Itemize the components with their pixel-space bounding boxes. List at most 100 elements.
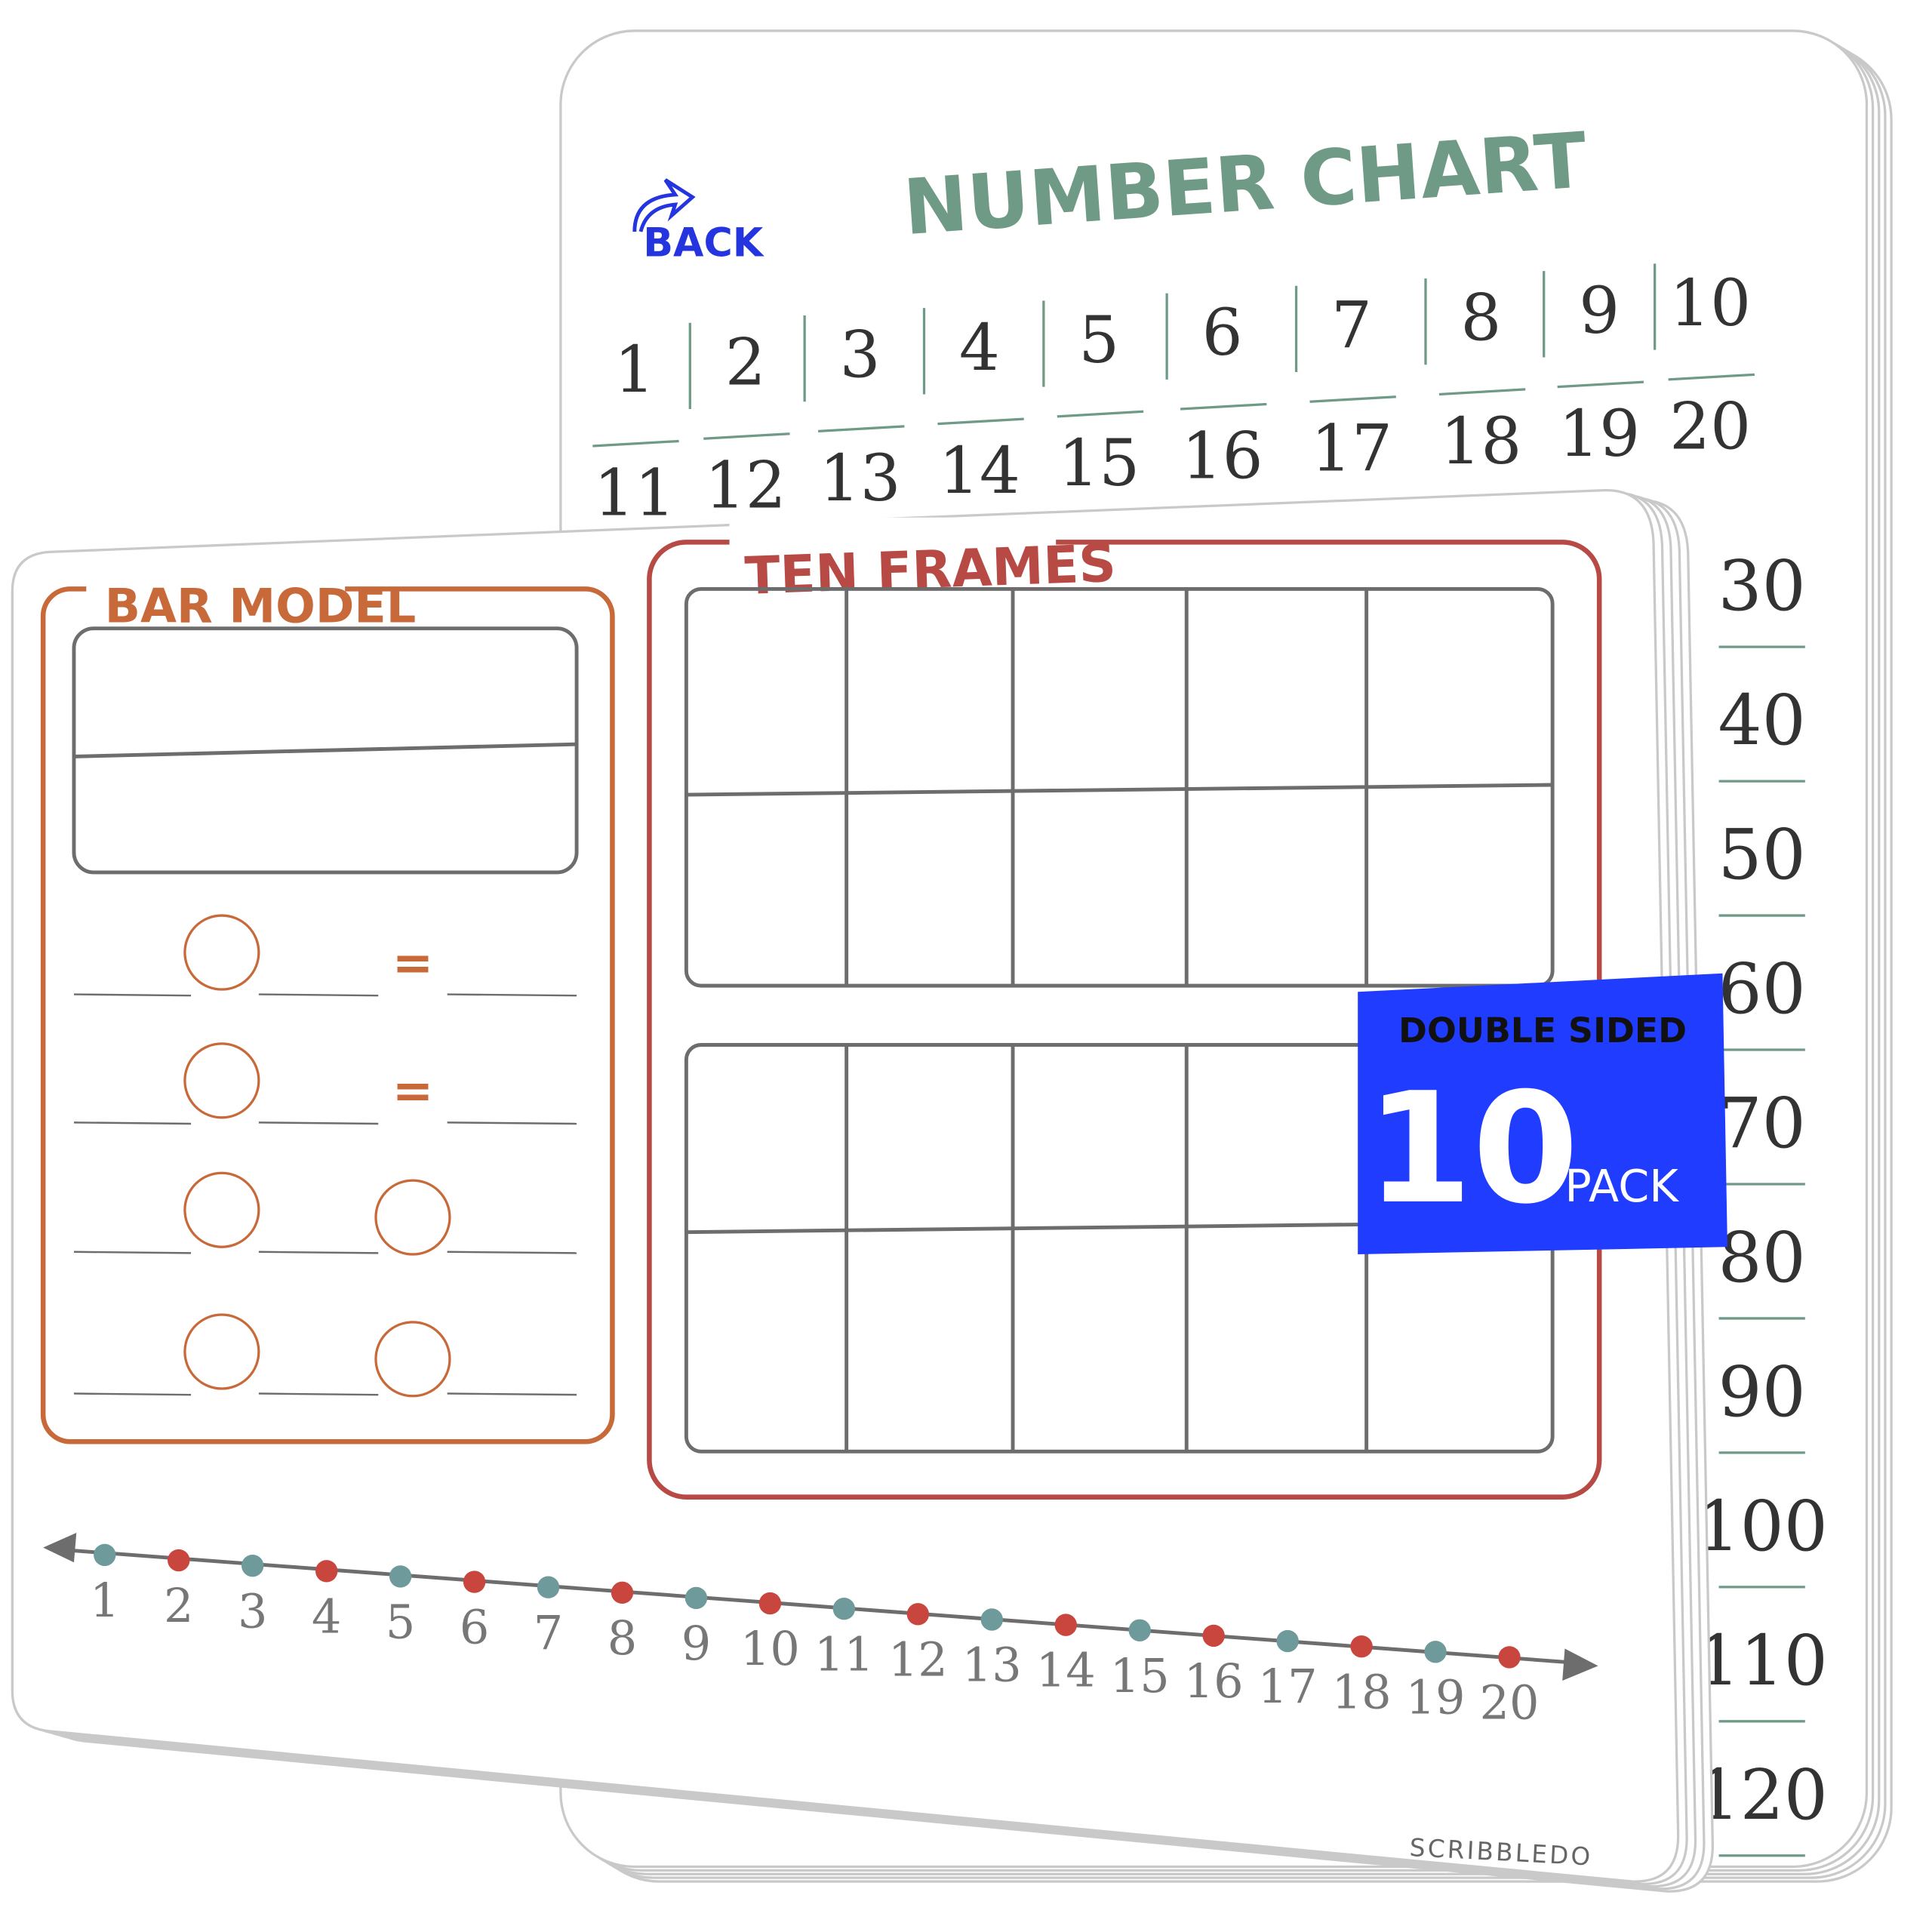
arrow-head [43, 1533, 77, 1563]
equals-sign: = [392, 1063, 434, 1120]
number-label: 9 [681, 1616, 711, 1671]
number-dot [832, 1598, 856, 1620]
number-dot [389, 1565, 412, 1588]
chart-number: 100 [1696, 1486, 1827, 1567]
number-label: 11 [814, 1626, 874, 1681]
number-label: 14 [1036, 1643, 1096, 1698]
chart-number: 15 [1058, 426, 1140, 501]
answer-line [258, 1392, 379, 1396]
answer-line [447, 993, 577, 997]
chart-rule [937, 417, 1024, 426]
title-gap [729, 517, 1057, 568]
chart-number: 40 [1718, 680, 1806, 761]
chart-number: 12 [705, 449, 786, 524]
equals-sign: = [392, 934, 434, 992]
chart-rule [592, 439, 679, 448]
back-label: BACK [643, 221, 765, 266]
answer-line [447, 1251, 577, 1254]
answer-circle [374, 1179, 451, 1256]
answer-circle [183, 1313, 260, 1390]
ten-frame-rule [686, 783, 1553, 797]
number-label: 3 [238, 1583, 267, 1638]
chart-number: 110 [1696, 1620, 1827, 1701]
chart-number: 17 [1311, 412, 1392, 487]
chart-number: 5 [1078, 303, 1119, 378]
answer-circle [183, 1042, 260, 1119]
answer-line [73, 1121, 192, 1125]
number-label: 15 [1110, 1648, 1170, 1703]
number-dot [168, 1549, 190, 1572]
number-label: 6 [460, 1600, 489, 1655]
chart-number: 70 [1718, 1083, 1806, 1164]
chart-number: 13 [820, 441, 901, 516]
number-dot [1054, 1614, 1077, 1636]
number-label: 19 [1406, 1669, 1466, 1724]
chart-rule [703, 432, 790, 440]
number-dot [611, 1581, 634, 1604]
chart-rule [1557, 380, 1644, 389]
number-label: 13 [962, 1638, 1022, 1693]
number-dot [1424, 1641, 1447, 1663]
number-label: 7 [534, 1605, 563, 1660]
badge-unit: PACK [1564, 1160, 1679, 1212]
badge-top: DOUBLE SIDED [1398, 1011, 1687, 1051]
number-dot [758, 1592, 782, 1615]
badge [1358, 973, 1727, 1255]
chart-number: 19 [1558, 397, 1640, 472]
chart-rule [1438, 388, 1526, 396]
number-dot [315, 1560, 338, 1583]
number-label: 4 [312, 1589, 341, 1644]
chart-number: 4 [959, 311, 1000, 386]
bar-divider [73, 742, 577, 758]
number-dot [1498, 1646, 1521, 1669]
chart-number: 18 [1440, 405, 1521, 479]
number-dot [906, 1603, 930, 1626]
answer-circle [183, 1171, 260, 1248]
number-dot [1350, 1635, 1373, 1658]
chart-rule [817, 425, 905, 433]
chart-number: 10 [1669, 266, 1751, 341]
answer-line [73, 993, 192, 997]
answer-line [447, 1121, 577, 1125]
chart-number: 120 [1696, 1755, 1827, 1835]
number-label: 16 [1184, 1654, 1244, 1709]
chart-number: 90 [1718, 1352, 1806, 1432]
bar-model-title: BAR MODEL [105, 578, 417, 633]
number-line [49, 1546, 1584, 1666]
number-dot [537, 1576, 560, 1598]
chart-rule [1668, 373, 1755, 381]
chart-number: 2 [725, 325, 766, 400]
chart-number: 6 [1202, 296, 1243, 371]
number-label: 2 [164, 1578, 193, 1633]
chart-number: 50 [1718, 814, 1806, 895]
answer-line [258, 1251, 379, 1254]
chart-number: 8 [1460, 281, 1501, 356]
number-label: 5 [386, 1595, 415, 1650]
title-gap [86, 567, 346, 617]
answer-line [258, 1121, 379, 1125]
back-arrow [632, 178, 696, 232]
number-dot [242, 1554, 264, 1577]
chart-number: 11 [594, 456, 675, 531]
number-label: 10 [740, 1621, 800, 1676]
number-dot [980, 1608, 1003, 1631]
answer-line [447, 1392, 577, 1396]
number-label: 1 [90, 1573, 119, 1628]
chart-rule [1057, 410, 1144, 418]
chart-number: 60 [1718, 949, 1806, 1029]
chart-number: 20 [1669, 389, 1751, 464]
number-label: 8 [608, 1611, 637, 1666]
number-label: 12 [888, 1632, 948, 1687]
ten-frame [684, 586, 1555, 988]
chart-number: 3 [840, 318, 881, 393]
chart-number: 1 [614, 333, 655, 408]
answer-circle [374, 1321, 451, 1398]
arrow-head [1562, 1648, 1598, 1681]
ten-frames-title: TEN FRAMES [744, 534, 1117, 607]
chart-rule [1309, 395, 1396, 403]
answer-circle [183, 914, 260, 991]
number-dot [1276, 1629, 1299, 1653]
answer-line [73, 1392, 192, 1396]
answer-line [258, 993, 379, 997]
